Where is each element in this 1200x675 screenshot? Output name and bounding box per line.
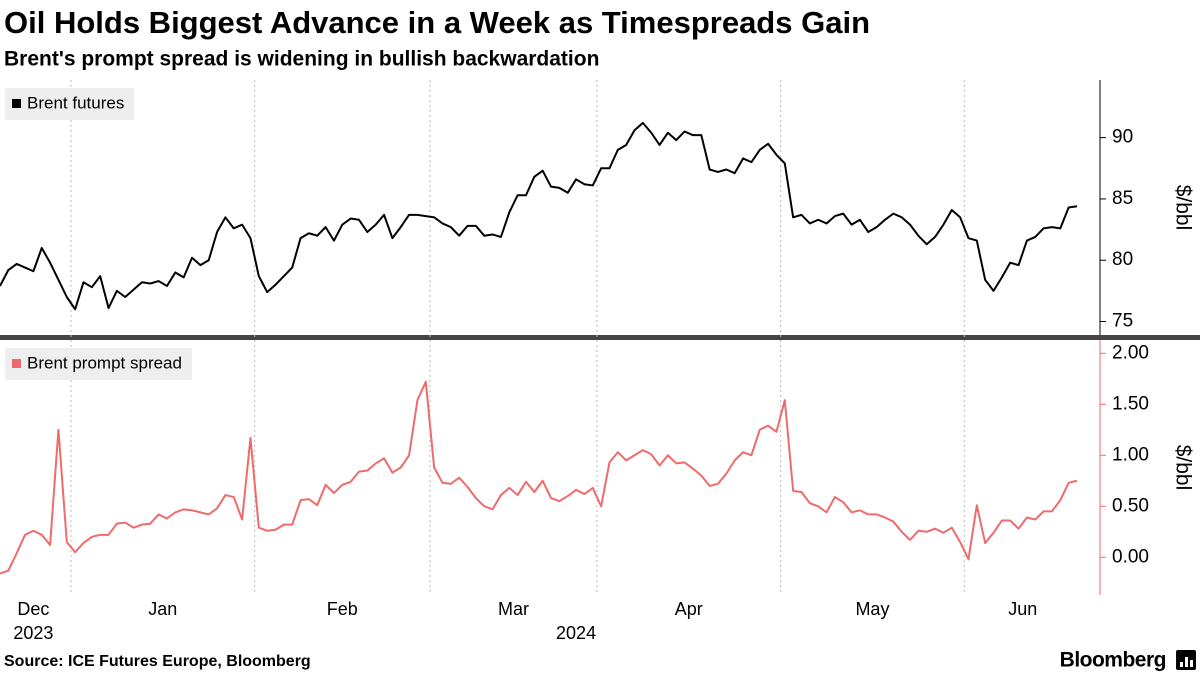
y-tick-label: 2.00 — [1112, 342, 1149, 363]
y-tick-label: 90 — [1112, 127, 1133, 148]
y-tick-label: 80 — [1112, 249, 1133, 270]
x-tick-label: Feb — [327, 599, 358, 619]
y-tick-label: 1.50 — [1112, 393, 1149, 414]
legend-label: Brent prompt spread — [27, 353, 182, 372]
brand-icon-bar — [1190, 660, 1193, 667]
y-axis-label: $/bbl — [1171, 445, 1194, 491]
legend-swatch — [12, 359, 21, 368]
x-tick-label: May — [855, 599, 889, 619]
series-line — [0, 380, 1078, 575]
y-tick-label: 85 — [1112, 188, 1133, 209]
y-tick-label: 0.50 — [1112, 495, 1149, 516]
x-tick-label: Jan — [148, 599, 177, 619]
chart-subtitle: Brent's prompt spread is widening in bul… — [4, 48, 599, 71]
y-tick-label: 75 — [1112, 311, 1133, 332]
y-tick-label: 0.00 — [1112, 546, 1149, 567]
legend-swatch — [12, 99, 21, 108]
legend-box — [5, 348, 192, 380]
brand-icon-bar — [1185, 657, 1188, 667]
source: Source: ICE Futures Europe, Bloomberg — [4, 653, 311, 670]
x-tick-label: Mar — [498, 599, 529, 619]
brand-icon-bar — [1180, 662, 1183, 667]
legend-label: Brent futures — [27, 93, 124, 112]
legend-box — [5, 88, 135, 120]
brand: Bloomberg — [1060, 649, 1166, 672]
x-tick-label: Jun — [1008, 599, 1037, 619]
x-tick-label: Dec — [17, 599, 49, 619]
series-line — [0, 121, 1078, 311]
x-year-label: 2023 — [13, 623, 53, 643]
panel-separator — [0, 335, 1200, 340]
y-tick-label: 1.00 — [1112, 444, 1149, 465]
x-tick-label: Apr — [675, 599, 703, 619]
chart-title: Oil Holds Biggest Advance in a Week as T… — [4, 5, 870, 40]
x-year-label: 2024 — [556, 623, 596, 643]
y-axis-label: $/bbl — [1171, 185, 1194, 231]
